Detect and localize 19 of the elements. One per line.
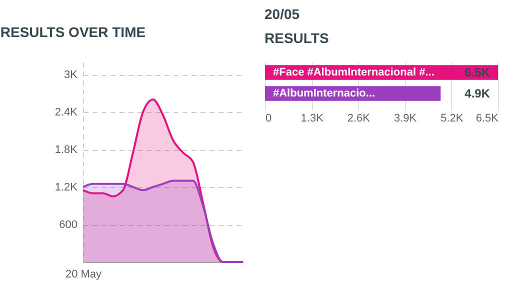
y-tick-label: 1.2K <box>54 182 78 194</box>
x-tick-label: 5.2K <box>440 112 464 124</box>
x-tick-label: 3.9K <box>394 112 418 124</box>
y-tick-label: 600 <box>59 219 78 231</box>
y-tick-label: #Face #AlbumInternacional #... <box>273 66 434 78</box>
y-tick-label: 1.8K <box>54 144 78 156</box>
chart-title: RESULTS OVER TIME <box>0 24 146 40</box>
x-tick-label: 2.6K <box>347 112 371 124</box>
x-tick-label: 20 May <box>65 268 102 280</box>
y-tick-label: #AlbumInternacio... <box>273 88 376 100</box>
x-tick-label: 1.3K <box>300 112 324 124</box>
chart-subtitle: RESULTS <box>264 30 329 46</box>
data-label: 6.5K <box>464 66 490 80</box>
x-tick-label: 0 <box>266 112 272 124</box>
data-label: 4.9K <box>464 86 490 100</box>
chart-title: 20/05 <box>264 6 300 22</box>
x-tick-label: 6.5K <box>476 112 500 124</box>
y-tick-label: 3K <box>64 69 78 81</box>
y-tick-label: 2.4K <box>54 106 78 118</box>
